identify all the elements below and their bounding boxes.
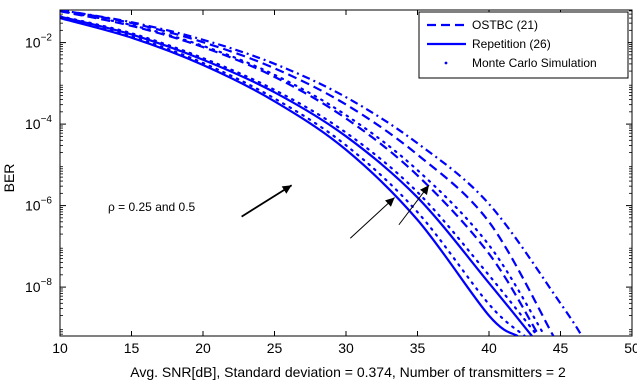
legend-swatch-dotted: [444, 61, 448, 65]
x-tick-label: 35: [410, 340, 426, 356]
series-line-dashdot: [60, 10, 583, 336]
x-tick-label: 30: [338, 340, 354, 356]
legend: OSTBC (21) Repetition (26) Monte Carlo Sim…: [418, 11, 629, 79]
series-line-dotted: [60, 16, 526, 336]
y-axis-label: BER: [1, 164, 17, 193]
x-tick-label: 20: [195, 340, 211, 356]
x-tick-label: 15: [124, 340, 140, 356]
annotation-arrow: [349, 197, 395, 239]
annotations-group: ρ = 0.25 and 0.5: [108, 184, 430, 239]
series-line-dashed: [60, 10, 540, 336]
series-line-dotted: [60, 10, 546, 336]
x-axis-label: Avg. SNR[dB], Standard deviation = 0.374…: [130, 364, 566, 380]
y-tick-label: 10−4: [25, 114, 52, 132]
ticks-group: 10 15 20 25 30 35 40 45 50 10−8 10−6 10−4 10−2: [25, 10, 637, 356]
series-line-solid: [60, 15, 533, 336]
annotation-arrowhead: [420, 185, 429, 196]
series-line-dashed: [60, 10, 555, 336]
x-tick-label: 50: [624, 340, 637, 356]
annotation-arrow: [241, 184, 293, 218]
x-tick-label: 45: [553, 340, 569, 356]
x-tick-label: 10: [52, 340, 68, 356]
y-tick-label: 10−2: [25, 33, 52, 51]
legend-label: Repetition (26): [472, 37, 551, 51]
y-tick-label: 10−6: [25, 196, 52, 214]
y-tick-label: 10−8: [25, 277, 52, 295]
series-line-solid: [60, 17, 519, 336]
x-tick-label: 25: [267, 340, 283, 356]
x-tick-label: 40: [481, 340, 497, 356]
legend-label: Monte Carlo Simulation: [472, 56, 597, 70]
legend-label: OSTBC (21): [472, 18, 538, 32]
annotation-rho: ρ = 0.25 and 0.5: [108, 200, 196, 214]
annotation-arrowhead: [385, 197, 395, 207]
annotation-arrowhead: [281, 185, 292, 194]
series-group: [60, 10, 583, 336]
